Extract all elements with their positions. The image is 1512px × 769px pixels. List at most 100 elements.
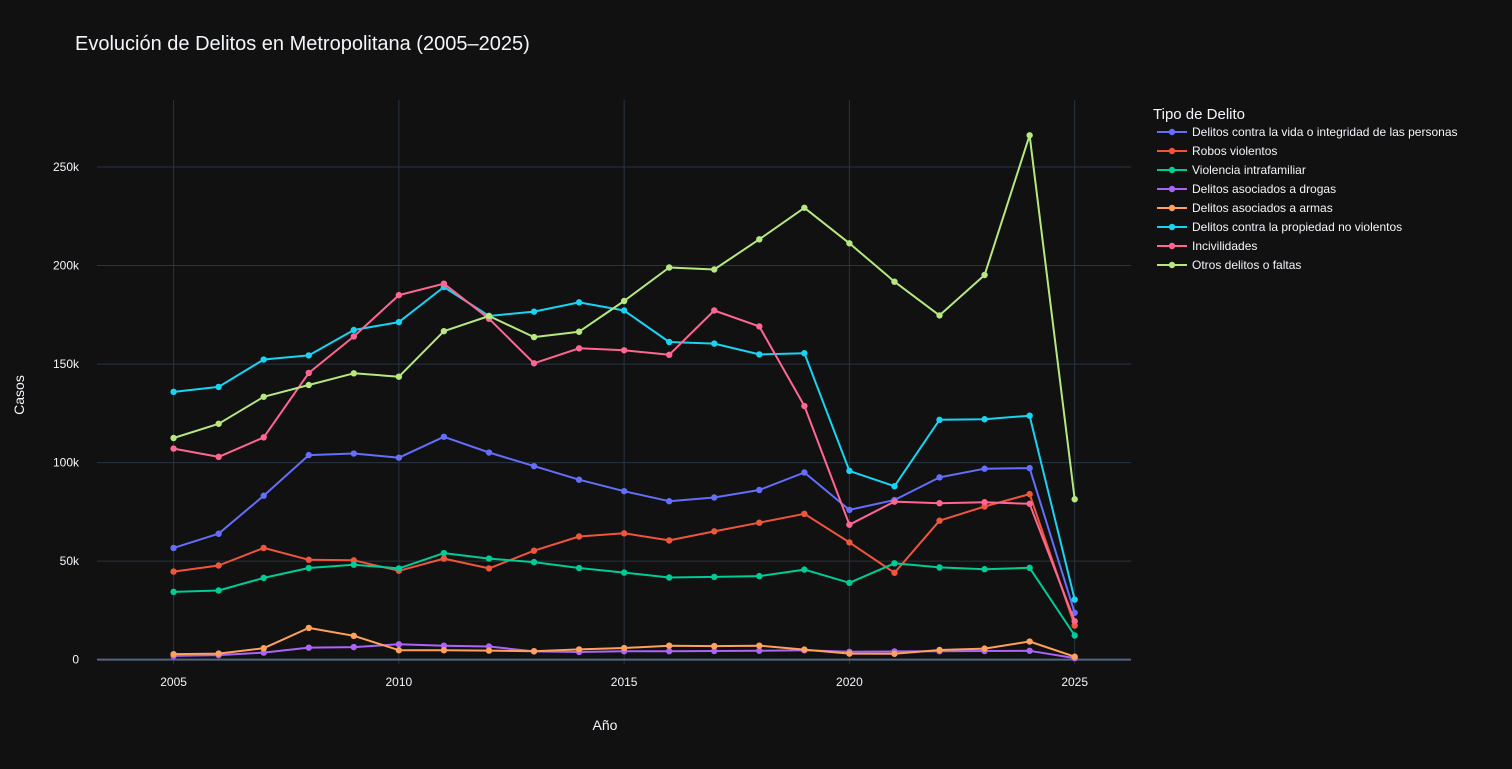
legend-item[interactable]: Delitos asociados a drogas <box>1157 182 1336 196</box>
data-point <box>395 454 403 461</box>
data-point <box>936 312 943 319</box>
series-group <box>170 132 1078 662</box>
data-point <box>350 326 358 334</box>
legend-item[interactable]: Delitos contra la vida o integridad de l… <box>1157 125 1458 139</box>
legend-label: Delitos asociados a drogas <box>1192 182 1336 196</box>
data-point <box>620 347 628 354</box>
x-axis-ticks: 2005 2010 2015 2020 2025 <box>160 675 1088 689</box>
x-tick-label: 2005 <box>160 675 187 689</box>
data-point <box>981 416 988 423</box>
data-point <box>305 624 312 632</box>
data-point <box>305 369 312 377</box>
data-point <box>1071 632 1078 639</box>
data-point <box>1071 596 1078 603</box>
legend-item[interactable]: Delitos contra la propiedad no violentos <box>1157 220 1402 234</box>
data-point <box>665 574 673 581</box>
data-point <box>801 402 808 410</box>
legend-item[interactable]: Incivilidades <box>1157 239 1257 253</box>
x-tick-label: 2010 <box>386 675 413 689</box>
data-point <box>801 510 808 518</box>
data-point <box>260 393 267 400</box>
data-point <box>620 487 628 495</box>
data-point <box>846 240 853 247</box>
legend-item[interactable]: Delitos asociados a armas <box>1157 201 1333 215</box>
data-point <box>891 278 898 285</box>
data-point <box>665 338 673 346</box>
legend-item[interactable]: Otros delitos o faltas <box>1157 258 1301 272</box>
data-point <box>170 650 177 658</box>
data-point <box>575 328 583 335</box>
data-point <box>1026 412 1033 419</box>
data-point <box>395 641 403 648</box>
data-point <box>801 469 808 476</box>
data-point <box>305 556 312 563</box>
legend-marker-swatch <box>1168 166 1176 174</box>
data-point <box>936 517 943 524</box>
y-tick-label: 100k <box>53 456 80 470</box>
data-point <box>620 297 628 305</box>
data-point <box>801 566 808 573</box>
data-point <box>756 519 763 526</box>
legend-label: Violencia intrafamiliar <box>1192 163 1306 177</box>
gridlines <box>97 100 1131 664</box>
series-8 <box>170 132 1078 503</box>
data-point <box>305 644 312 651</box>
data-point <box>215 530 222 537</box>
y-tick-label: 250k <box>53 160 80 174</box>
data-point <box>711 573 718 581</box>
data-point <box>260 356 267 363</box>
data-point <box>350 643 358 651</box>
data-point <box>305 451 312 459</box>
series-2 <box>170 490 1078 629</box>
data-point <box>530 547 538 554</box>
data-point <box>756 642 763 649</box>
data-point <box>665 642 673 649</box>
x-tick-label: 2015 <box>611 675 638 689</box>
data-point <box>575 533 583 540</box>
series-7 <box>170 280 1078 625</box>
data-point <box>440 433 448 440</box>
data-point <box>215 562 222 569</box>
data-point <box>485 449 493 456</box>
x-tick-label: 2025 <box>1061 675 1088 689</box>
data-point <box>305 381 312 389</box>
legend-marker-swatch <box>1168 185 1176 193</box>
data-point <box>756 486 763 494</box>
legend-item[interactable]: Violencia intrafamiliar <box>1157 163 1306 177</box>
data-point <box>981 465 988 472</box>
data-point <box>305 564 312 572</box>
data-point <box>620 530 628 537</box>
data-point <box>440 647 448 654</box>
y-tick-label: 50k <box>60 554 80 568</box>
data-point <box>665 498 673 505</box>
data-point <box>440 642 448 649</box>
data-point <box>260 434 267 441</box>
data-point <box>801 350 808 357</box>
data-point <box>215 453 222 461</box>
data-point <box>440 549 448 557</box>
data-point <box>530 308 538 315</box>
legend-label: Robos violentos <box>1192 144 1277 158</box>
data-point <box>665 647 673 655</box>
data-point <box>936 474 943 481</box>
data-point <box>530 647 538 655</box>
data-point <box>936 416 943 424</box>
legend-marker-swatch <box>1168 242 1176 250</box>
data-point <box>215 420 222 427</box>
data-point <box>1071 618 1078 625</box>
data-point <box>936 564 943 571</box>
legend-item[interactable]: Robos violentos <box>1157 144 1277 158</box>
data-point <box>846 467 853 475</box>
data-point <box>170 434 177 442</box>
data-point <box>711 528 718 535</box>
legend-marker-swatch <box>1168 147 1176 155</box>
data-point <box>665 537 673 544</box>
x-axis-title: Año <box>593 717 618 733</box>
data-point <box>620 307 628 314</box>
data-point <box>530 360 538 367</box>
data-point <box>305 352 312 359</box>
legend[interactable]: Tipo de Delito Delitos contra la vida o … <box>1153 106 1458 272</box>
data-point <box>260 574 267 582</box>
data-point <box>440 555 448 562</box>
data-point <box>846 650 853 657</box>
